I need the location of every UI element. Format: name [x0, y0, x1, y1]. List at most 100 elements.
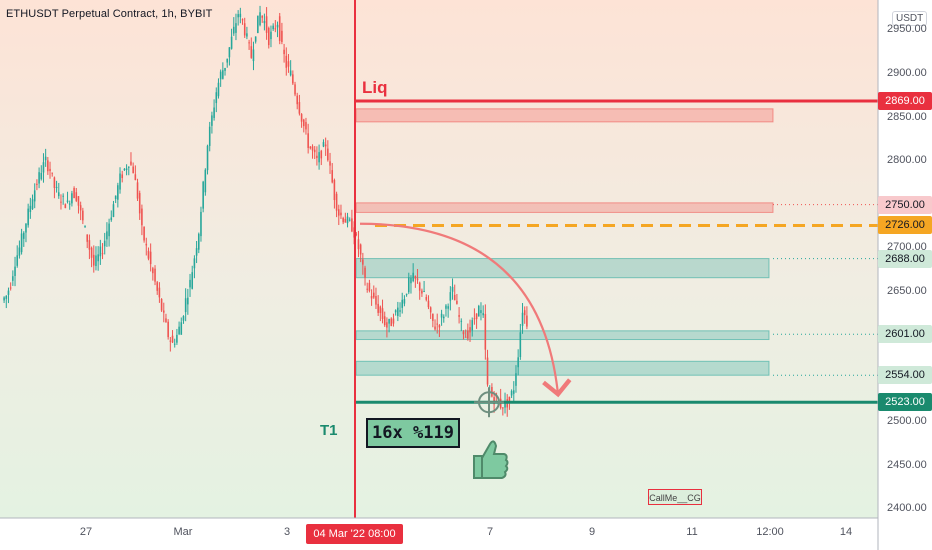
candle: [401, 292, 404, 314]
candle-body: [117, 185, 119, 200]
candle-body: [184, 298, 187, 313]
candle-body: [272, 25, 274, 30]
candle-body: [416, 278, 419, 281]
candle: [320, 149, 323, 166]
candle-body: [434, 326, 436, 330]
candle: [195, 240, 198, 264]
candle: [176, 328, 178, 345]
candle-body: [355, 233, 358, 235]
candle-body: [31, 199, 34, 210]
candle-body: [119, 173, 121, 190]
candle: [167, 319, 169, 340]
candle-body: [504, 401, 506, 408]
candle-body: [191, 272, 194, 289]
candle-body: [364, 267, 366, 278]
candle-body: [517, 357, 519, 368]
candle: [182, 315, 185, 324]
candle-body: [14, 266, 16, 277]
candle: [510, 389, 513, 399]
candle: [327, 140, 329, 162]
liq-label: Liq: [362, 78, 388, 97]
candle: [99, 239, 102, 265]
candle-body: [204, 169, 207, 193]
candle: [381, 299, 384, 324]
candle: [193, 255, 196, 279]
candle-body: [121, 174, 124, 179]
candle: [270, 25, 272, 48]
candle-body: [108, 223, 110, 237]
candle: [152, 266, 154, 281]
price-level-tag: 2869.00: [878, 91, 932, 110]
candle-body: [53, 177, 56, 188]
candle-body: [342, 217, 344, 223]
candle: [331, 163, 334, 184]
candle: [357, 230, 360, 258]
candle-body: [421, 290, 423, 294]
currency-label[interactable]: USDT: [892, 11, 928, 26]
candle-body: [7, 290, 10, 295]
candle-body: [202, 181, 204, 209]
candle-body: [440, 313, 443, 318]
candle: [86, 234, 89, 249]
candle: [515, 365, 517, 393]
candle-body: [243, 23, 246, 36]
candle: [469, 319, 471, 342]
candle: [259, 5, 261, 27]
candle: [53, 176, 56, 199]
price-tick-label: 2800.00: [887, 154, 927, 167]
candle-body: [16, 255, 19, 266]
candle-body: [302, 119, 305, 127]
candle-body: [294, 84, 296, 95]
candle: [285, 47, 288, 76]
candle: [442, 314, 445, 323]
support-zone: [355, 360, 770, 376]
candle-body: [250, 46, 253, 58]
candle: [252, 41, 255, 71]
candle-body: [410, 278, 412, 284]
candle: [123, 168, 126, 172]
candle: [460, 318, 463, 332]
candle-body: [36, 183, 38, 185]
candle: [208, 121, 211, 152]
candle: [95, 246, 97, 271]
candle-body: [143, 227, 145, 241]
candle-body: [195, 248, 198, 256]
candle: [213, 99, 215, 121]
candle-body: [412, 272, 414, 282]
candle: [523, 306, 526, 324]
candle: [274, 20, 277, 33]
candle: [119, 167, 121, 194]
crosshair-time-tag: 04 Mar '22 08:00: [306, 524, 403, 544]
candle: [230, 28, 233, 50]
candle-body: [55, 186, 58, 188]
candle-body: [9, 287, 12, 289]
candle: [519, 323, 522, 360]
time-tick-label: 14: [839, 526, 853, 538]
candle-body: [44, 156, 47, 161]
candle: [141, 204, 143, 236]
price-level-tag: 2554.00: [878, 366, 932, 385]
candle: [68, 200, 71, 210]
candle-body: [156, 282, 159, 291]
candle-body: [130, 161, 132, 165]
candle-body: [29, 205, 32, 213]
candle-body: [394, 310, 397, 313]
candle: [42, 153, 45, 183]
candle: [340, 204, 342, 219]
candle: [351, 209, 353, 233]
candle-body: [388, 319, 390, 324]
candle: [447, 303, 449, 318]
candle-body: [27, 208, 29, 226]
candle-body: [309, 146, 312, 149]
candle-body: [145, 243, 148, 246]
candle: [222, 62, 224, 80]
candle-body: [460, 320, 463, 322]
candle-body: [289, 70, 292, 76]
candle-body: [217, 82, 220, 97]
candle-body: [392, 318, 395, 324]
candle: [324, 137, 327, 156]
candle-body: [484, 313, 487, 350]
candle-body: [366, 288, 369, 290]
candle: [397, 301, 399, 322]
